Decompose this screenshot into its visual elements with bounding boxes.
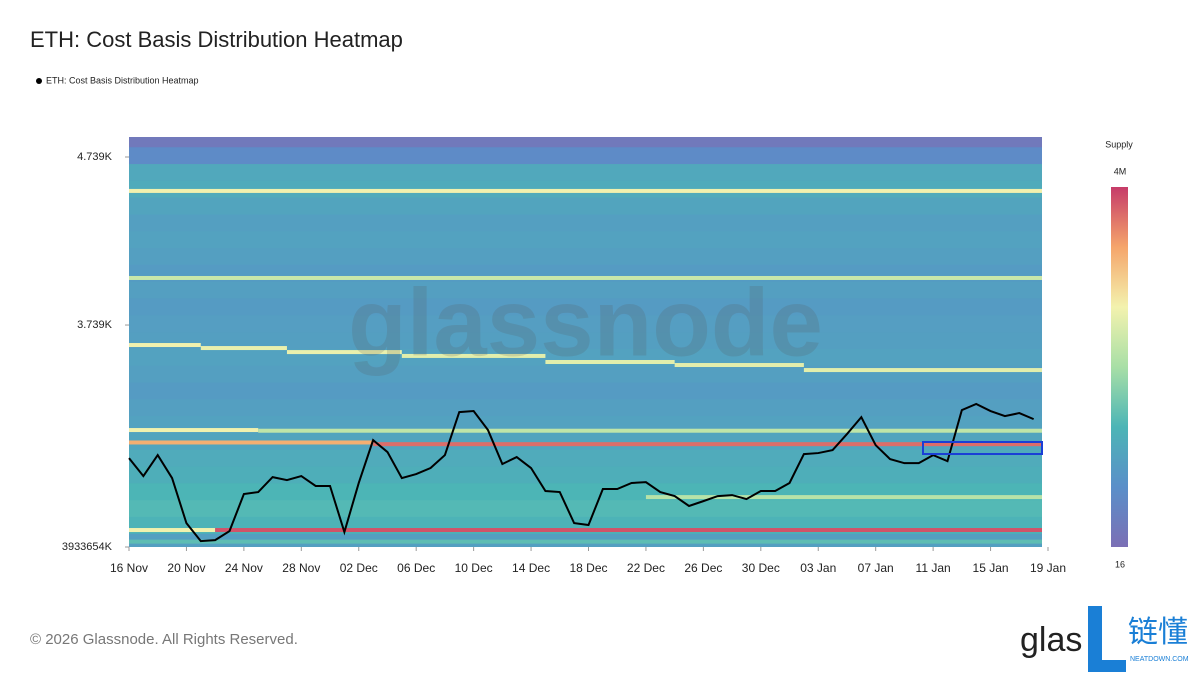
highlight-box bbox=[922, 441, 1043, 455]
heatmap-row bbox=[129, 163, 1042, 181]
supply-band bbox=[215, 528, 1042, 533]
heatmap-row bbox=[129, 297, 1042, 316]
colorbar-min: 16 bbox=[1115, 559, 1125, 569]
x-tick-label: 24 Nov bbox=[225, 561, 263, 575]
x-tick-label: 06 Dec bbox=[397, 561, 435, 575]
supply-band bbox=[129, 343, 201, 348]
logo-mark bbox=[1088, 606, 1126, 672]
heatmap-row bbox=[129, 381, 1042, 400]
heatmap-row bbox=[129, 398, 1042, 417]
legend-marker bbox=[36, 78, 42, 84]
x-tick-label: 03 Jan bbox=[800, 561, 836, 575]
colorbar-title: Supply bbox=[1105, 139, 1133, 149]
chart-title: ETH: Cost Basis Distribution Heatmap bbox=[30, 27, 403, 52]
supply-band bbox=[129, 539, 1042, 544]
heatmap bbox=[129, 137, 1042, 547]
x-tick-label: 20 Nov bbox=[167, 561, 205, 575]
x-tick-label: 18 Dec bbox=[569, 561, 607, 575]
x-tick-label: 16 Nov bbox=[110, 561, 148, 575]
logo-site: NEATDOWN.COM bbox=[1130, 656, 1189, 663]
heatmap-row bbox=[129, 415, 1042, 433]
logo-brand: 链懂 bbox=[1128, 616, 1188, 649]
heatmap-row bbox=[129, 146, 1042, 165]
x-tick-label: 26 Dec bbox=[684, 561, 722, 575]
price-line bbox=[128, 402, 1035, 543]
heatmap-row bbox=[129, 281, 1042, 299]
footer: © 2026 Glassnode. All Rights Reserved. bbox=[30, 631, 298, 648]
x-tick-label: 28 Nov bbox=[282, 561, 320, 575]
supply-band bbox=[129, 440, 374, 445]
supply-band bbox=[200, 346, 287, 351]
y-tick-label: 4.739K bbox=[77, 151, 113, 163]
supply-band bbox=[674, 363, 804, 368]
watermark: glassnode bbox=[348, 269, 823, 376]
heatmap-row bbox=[129, 137, 1042, 148]
x-tick-label: 14 Dec bbox=[512, 561, 550, 575]
y-tick-label: 3.739K bbox=[77, 319, 113, 331]
colorbar bbox=[1111, 187, 1128, 547]
heatmap-row bbox=[129, 314, 1042, 333]
supply-band bbox=[129, 275, 1042, 280]
heatmap-row bbox=[129, 197, 1042, 215]
heatmap-row bbox=[129, 466, 1042, 484]
x-tick-label: 19 Jan bbox=[1030, 561, 1066, 575]
supply-band bbox=[401, 353, 546, 358]
supply-band bbox=[286, 350, 402, 355]
x-tick-label: 15 Jan bbox=[973, 561, 1009, 575]
heatmap-row bbox=[129, 247, 1042, 265]
x-tick-label: 11 Jan bbox=[916, 561, 951, 575]
supply-band bbox=[129, 428, 259, 433]
x-tick-label: 22 Dec bbox=[627, 561, 665, 575]
legend-label: ETH: Cost Basis Distribution Heatmap bbox=[46, 75, 199, 85]
supply-band bbox=[645, 495, 1042, 500]
supply-band bbox=[258, 428, 1042, 433]
supply-band bbox=[129, 188, 1042, 193]
heatmap-row bbox=[129, 331, 1042, 349]
x-tick-label: 07 Jan bbox=[858, 561, 894, 575]
y-tick-label: 3933654K bbox=[62, 541, 113, 553]
supply-band bbox=[129, 528, 216, 533]
heatmap-row bbox=[129, 499, 1042, 517]
colorbar-max: 4M bbox=[1114, 166, 1127, 176]
heatmap-row bbox=[129, 213, 1042, 232]
supply-band bbox=[373, 442, 1042, 447]
heatmap-row bbox=[129, 230, 1042, 249]
supply-band bbox=[545, 359, 675, 364]
x-tick-label: 02 Dec bbox=[340, 561, 378, 575]
x-tick-label: 30 Dec bbox=[742, 561, 780, 575]
supply-band bbox=[803, 368, 1042, 373]
x-tick-label: 10 Dec bbox=[455, 561, 493, 575]
logo-text: glas bbox=[1020, 621, 1082, 659]
